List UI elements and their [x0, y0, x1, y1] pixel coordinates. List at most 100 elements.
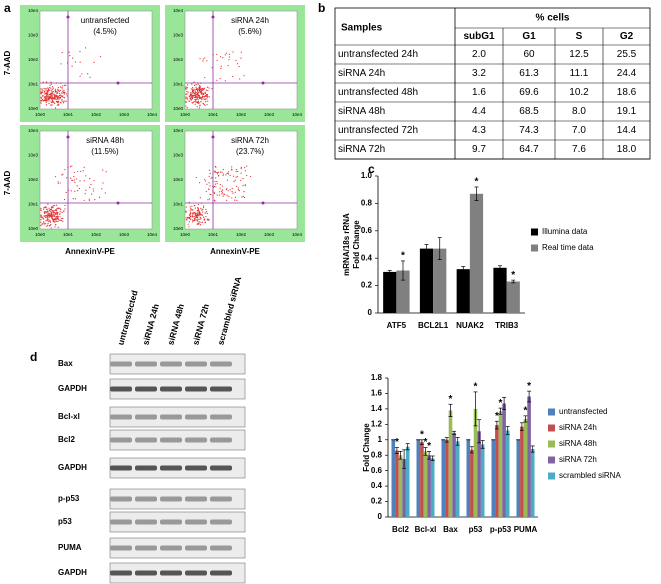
- y-tick-label: 10e0: [173, 226, 184, 231]
- dot: [60, 92, 63, 94]
- dot: [47, 100, 49, 102]
- dot: [244, 167, 246, 169]
- table-cell: 19.1: [617, 106, 637, 117]
- blot-band: [160, 496, 182, 502]
- table-cell: 7.0: [572, 125, 586, 136]
- dot: [59, 219, 61, 221]
- dot: [189, 217, 191, 219]
- bar: [480, 444, 485, 517]
- dot: [199, 58, 201, 60]
- dot: [201, 209, 203, 211]
- table-cell: siRNA 24h: [338, 68, 385, 79]
- dot: [48, 89, 50, 91]
- dot: [216, 183, 218, 185]
- dot: [227, 64, 229, 67]
- bar: [402, 459, 406, 517]
- dot: [92, 188, 94, 190]
- dot: [222, 173, 225, 175]
- dot: [56, 91, 58, 93]
- dot: [204, 104, 206, 107]
- significance-star: *: [499, 398, 503, 409]
- dot: [220, 67, 222, 69]
- x-tick-label: p53: [469, 525, 483, 534]
- lane-label: siRNA 24h: [140, 303, 161, 346]
- dot: [198, 182, 201, 184]
- dot: [188, 221, 191, 223]
- dot: [244, 185, 246, 187]
- dot: [190, 209, 192, 211]
- dot: [51, 91, 53, 94]
- dot: [205, 89, 207, 91]
- bar: [455, 441, 460, 517]
- dot: [191, 98, 194, 100]
- dot: [188, 216, 190, 218]
- dot: [228, 195, 230, 197]
- dot: [197, 94, 199, 96]
- dot: [188, 214, 190, 216]
- dot: [193, 219, 196, 221]
- dot: [55, 209, 57, 211]
- bar: [419, 248, 434, 313]
- legend-label: siRNA 24h: [559, 423, 597, 432]
- dot: [239, 78, 241, 80]
- dot: [59, 213, 61, 215]
- dot: [59, 92, 61, 95]
- dot: [62, 95, 64, 97]
- dot: [195, 88, 197, 90]
- dot: [54, 212, 56, 214]
- dot: [227, 190, 229, 192]
- dot: [47, 214, 50, 217]
- table-cell: 2.0: [472, 49, 486, 60]
- y-tick-label: 10e4: [173, 128, 184, 133]
- dot: [56, 215, 58, 218]
- dot: [93, 179, 95, 182]
- dot: [218, 194, 220, 196]
- dot: [58, 91, 60, 93]
- dot: [199, 216, 201, 218]
- dot: [194, 212, 197, 214]
- blot-band: [210, 437, 232, 443]
- y-tick-label: 10e2: [28, 57, 39, 62]
- blot-band: [110, 414, 132, 420]
- dot: [221, 189, 224, 191]
- dot: [193, 94, 196, 97]
- dot: [221, 193, 223, 195]
- dot: [216, 59, 218, 62]
- legend-swatch: [548, 424, 555, 432]
- dot: [199, 86, 202, 88]
- dot: [206, 86, 209, 88]
- table-header: % cells: [536, 13, 570, 24]
- dot: [48, 219, 50, 221]
- dot: [194, 99, 196, 101]
- dot: [199, 104, 201, 106]
- bar: [527, 396, 531, 517]
- dot: [59, 94, 61, 97]
- legend-label: siRNA 48h: [559, 439, 597, 448]
- legend-label: scrambled siRNA: [559, 471, 621, 480]
- dot: [43, 97, 45, 99]
- dot: [44, 92, 46, 95]
- dot: [216, 180, 218, 183]
- x-tick-label: Bax: [443, 525, 458, 534]
- gate-point: [261, 201, 265, 205]
- significance-star: *: [427, 441, 431, 452]
- x-tick-label: 10e1: [208, 232, 219, 237]
- dot: [57, 96, 59, 98]
- dot: [196, 97, 199, 99]
- dot: [225, 189, 228, 191]
- dot: [197, 223, 200, 225]
- dot: [202, 206, 205, 208]
- dot: [69, 55, 71, 57]
- dot: [55, 204, 58, 206]
- bar: [493, 267, 507, 313]
- blot-band: [210, 496, 232, 502]
- dot: [50, 81, 52, 83]
- dot: [191, 215, 193, 217]
- dot: [49, 97, 52, 99]
- dot: [48, 98, 51, 100]
- dot: [194, 103, 196, 105]
- dot: [45, 206, 47, 208]
- dot: [55, 224, 57, 226]
- x-tick-label: Bcl-xl: [415, 525, 437, 534]
- dot: [221, 185, 223, 187]
